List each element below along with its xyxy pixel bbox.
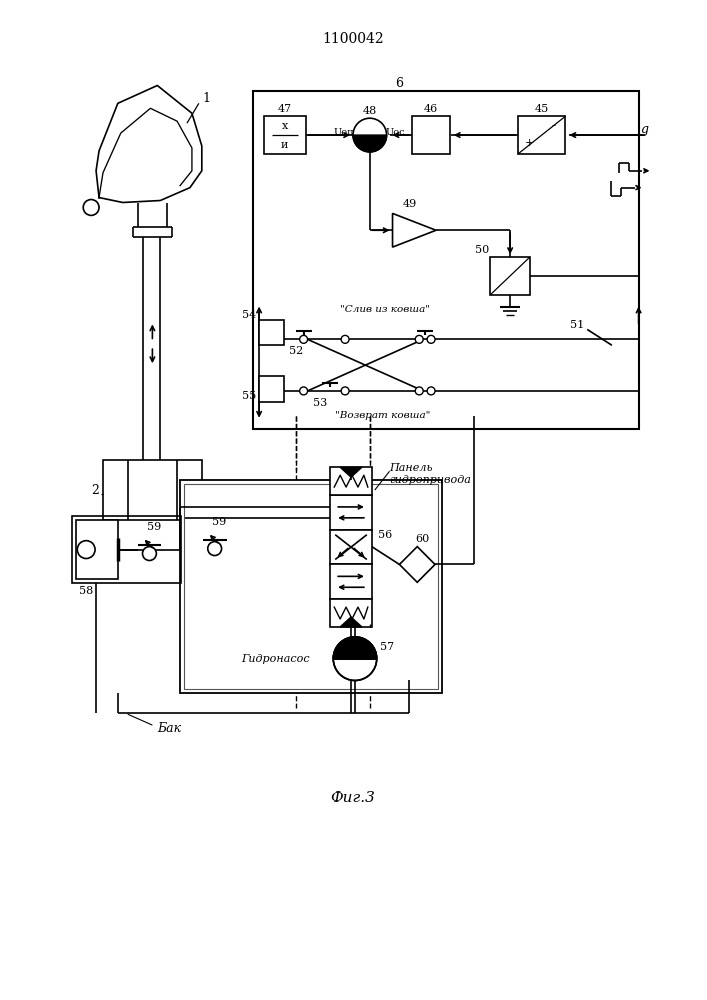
Circle shape: [143, 547, 156, 560]
Text: 52: 52: [288, 346, 303, 356]
Text: 53: 53: [313, 398, 327, 408]
Polygon shape: [340, 617, 362, 627]
Circle shape: [353, 118, 387, 152]
Text: 55: 55: [242, 391, 257, 401]
Circle shape: [415, 335, 423, 343]
Bar: [264, 116, 305, 154]
Bar: [330, 467, 372, 495]
Bar: [259, 320, 284, 345]
Text: 59: 59: [213, 517, 227, 527]
Text: 50: 50: [475, 245, 489, 255]
Text: 54: 54: [242, 310, 257, 320]
Text: 46: 46: [424, 104, 438, 114]
Circle shape: [300, 335, 308, 343]
Text: Uос: Uос: [386, 128, 405, 137]
Text: Гидронасос: Гидронасос: [241, 654, 310, 664]
Text: 56: 56: [378, 530, 392, 540]
Bar: [330, 599, 372, 627]
Text: гидропривода: гидропривода: [390, 475, 472, 485]
Text: 57: 57: [380, 642, 394, 652]
Text: и: и: [281, 140, 288, 150]
Circle shape: [208, 542, 221, 556]
Text: 58: 58: [79, 586, 93, 596]
Circle shape: [333, 637, 377, 680]
Bar: [412, 116, 450, 154]
Polygon shape: [96, 85, 201, 202]
Text: 2: 2: [91, 484, 99, 497]
Bar: [491, 257, 530, 295]
Text: 6: 6: [395, 77, 404, 90]
Bar: [330, 564, 372, 599]
Text: 1: 1: [203, 92, 211, 105]
Circle shape: [341, 335, 349, 343]
Bar: [76, 520, 118, 579]
Text: -: -: [551, 119, 556, 132]
Text: "Слив из ковша": "Слив из ковша": [340, 305, 430, 314]
Polygon shape: [340, 467, 362, 477]
Text: g: g: [641, 123, 648, 136]
Text: 1100042: 1100042: [322, 32, 384, 46]
Text: 45: 45: [534, 104, 549, 114]
Circle shape: [300, 387, 308, 395]
Text: 49: 49: [402, 199, 416, 209]
Bar: [184, 484, 438, 689]
Text: Панель: Панель: [390, 463, 433, 473]
Text: Uоп: Uоп: [334, 128, 354, 137]
Text: 60: 60: [415, 534, 429, 544]
Text: +: +: [525, 138, 534, 148]
Bar: [253, 91, 638, 429]
Text: "Возврат ковша": "Возврат ковша": [335, 411, 431, 420]
Text: 48: 48: [363, 106, 377, 116]
Text: 47: 47: [278, 104, 292, 114]
Polygon shape: [353, 135, 387, 152]
Bar: [330, 530, 372, 564]
Text: Бак: Бак: [158, 722, 182, 735]
Circle shape: [427, 387, 435, 395]
Bar: [518, 116, 566, 154]
Circle shape: [341, 387, 349, 395]
Text: 59: 59: [147, 522, 161, 532]
Text: 51: 51: [571, 320, 585, 330]
Bar: [180, 480, 442, 693]
Bar: [259, 376, 284, 402]
Text: x: x: [281, 121, 288, 131]
Circle shape: [77, 541, 95, 559]
Bar: [330, 495, 372, 530]
Circle shape: [83, 200, 99, 215]
Circle shape: [427, 335, 435, 343]
Bar: [72, 516, 181, 583]
Bar: [103, 460, 201, 520]
Text: Фиг.3: Фиг.3: [331, 791, 375, 805]
Polygon shape: [333, 637, 377, 659]
Circle shape: [415, 387, 423, 395]
